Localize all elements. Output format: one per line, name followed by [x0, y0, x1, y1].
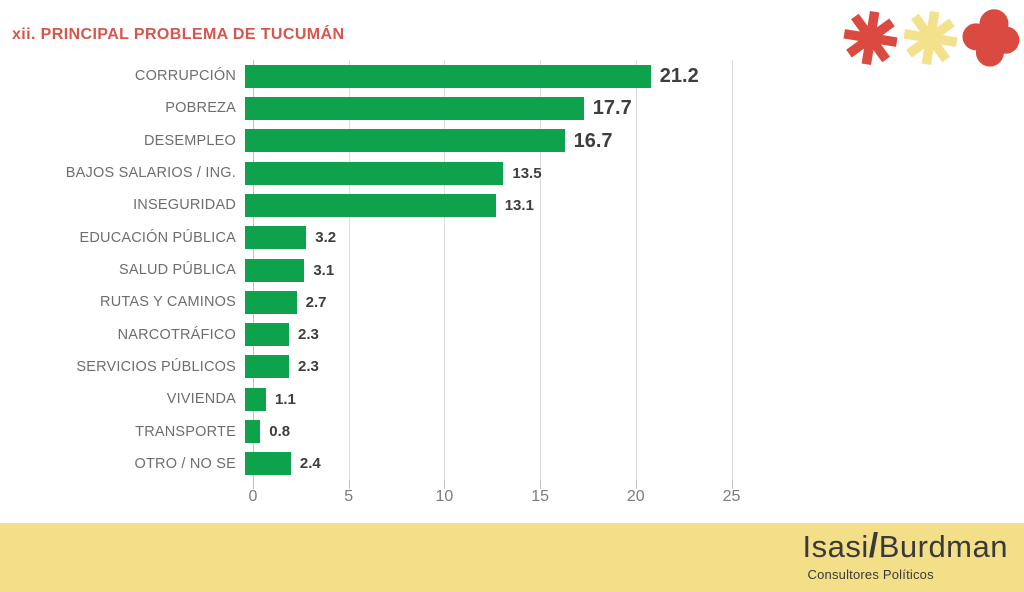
value-label: 2.4	[299, 455, 321, 473]
bar-chart: 0 5 10 15 20 25 CORRUPCIÓN 21.2 POBREZA 17.7 …	[0, 60, 770, 510]
category-label: EDUCACIÓN PÚBLICA	[79, 229, 236, 246]
bar-track: 2.3	[245, 323, 770, 347]
brand-tagline: Consultores Políticos	[807, 567, 934, 583]
chart-row: VIVIENDA 1.1	[0, 383, 770, 415]
category-label: POBREZA	[165, 100, 236, 117]
chart-row: SERVICIOS PÚBLICOS 2.3	[0, 351, 770, 383]
bar	[245, 355, 290, 379]
x-tick-mark	[348, 480, 350, 489]
gridline	[444, 60, 446, 480]
chart-row: CORRUPCIÓN 21.2	[0, 60, 770, 92]
brand-name-first: Isasi	[802, 529, 869, 564]
x-tick-mark	[731, 480, 733, 489]
x-tick-label: 5	[344, 488, 354, 505]
asterisk-icon-yellow	[903, 10, 958, 66]
x-tick-mark	[635, 480, 637, 489]
x-tick-label: 20	[626, 488, 645, 505]
gridline	[348, 60, 350, 480]
flower-icon-red	[962, 9, 1020, 67]
chart-rows: CORRUPCIÓN 21.2 POBREZA 17.7 DESEMPLEO 1…	[0, 60, 770, 480]
chart-row: TRANSPORTE 0.8	[0, 415, 770, 447]
category-label: SERVICIOS PÚBLICOS	[76, 358, 236, 375]
category-label: RUTAS Y CAMINOS	[100, 294, 236, 311]
value-label: 16.7	[573, 129, 613, 152]
bar-track: 0.8	[245, 420, 770, 444]
footer-band: Isasi/Burdman Consultores Políticos	[0, 523, 1024, 592]
chart-row: SALUD PÚBLICA 3.1	[0, 254, 770, 286]
bar	[245, 226, 307, 250]
bar	[245, 290, 297, 314]
chart-row: DESEMPLEO 16.7	[0, 125, 770, 157]
x-tick-label: 0	[248, 488, 258, 505]
x-tick-label: 25	[722, 488, 741, 505]
x-tick-mark	[253, 480, 254, 489]
value-label: 17.7	[592, 97, 632, 120]
value-label: 0.8	[269, 423, 291, 441]
chart-row: RUTAS Y CAMINOS 2.7	[0, 286, 770, 318]
bar	[245, 96, 584, 120]
value-label: 3.1	[313, 261, 335, 279]
bar-track: 3.2	[245, 226, 770, 250]
bar	[245, 420, 261, 444]
bar	[245, 323, 290, 347]
bar	[245, 193, 496, 217]
chart-row: NARCOTRÁFICO 2.3	[0, 319, 770, 351]
header-icons	[842, 9, 1020, 67]
x-tick-label: 15	[531, 488, 549, 505]
category-label: OTRO / NO SE	[134, 455, 236, 472]
value-label: 3.2	[315, 229, 337, 247]
bar-track: 16.7	[245, 129, 770, 153]
value-label: 13.5	[512, 164, 542, 182]
value-label: 2.3	[298, 326, 319, 344]
category-label: TRANSPORTE	[135, 423, 236, 440]
category-label: DESEMPLEO	[143, 132, 236, 149]
x-tick-label: 10	[435, 488, 454, 505]
category-label: NARCOTRÁFICO	[117, 326, 236, 343]
bar-track: 21.2	[245, 64, 770, 88]
bar	[245, 258, 305, 282]
chart-row: EDUCACIÓN PÚBLICA 3.2	[0, 222, 770, 254]
bar-track: 2.7	[245, 290, 770, 314]
category-label: VIVIENDA	[166, 391, 236, 408]
value-label: 2.7	[305, 293, 327, 311]
bar-track: 2.4	[245, 452, 770, 476]
bar-track: 13.1	[245, 193, 770, 217]
brand-wordmark: Isasi/Burdman	[803, 527, 1009, 566]
brand-logo: Isasi/Burdman Consultores Políticos	[803, 527, 1009, 582]
gridline	[635, 60, 637, 480]
chart-row: POBREZA 17.7	[0, 92, 770, 124]
value-label: 13.1	[504, 196, 534, 214]
value-label: 2.3	[298, 358, 319, 376]
brand-slash: /	[868, 527, 879, 565]
chart-row: INSEGURIDAD 13.1	[0, 189, 770, 221]
x-tick-mark	[444, 480, 446, 489]
bar-track: 3.1	[245, 258, 770, 282]
bar-track: 17.7	[245, 96, 770, 120]
chart-row: OTRO / NO SE 2.4	[0, 448, 770, 480]
x-tick-mark	[540, 480, 542, 489]
chart-row: BAJOS SALARIOS / ING. 13.5	[0, 157, 770, 189]
bar-track: 13.5	[245, 161, 770, 185]
bar	[245, 129, 565, 153]
bar-track: 1.1	[245, 387, 770, 411]
bar	[245, 64, 651, 88]
bar-track: 2.3	[245, 355, 770, 379]
page-title: xii. PRINCIPAL PROBLEMA DE TUCUMÁN	[12, 26, 345, 43]
value-label: 21.2	[659, 65, 699, 88]
category-label: BAJOS SALARIOS / ING.	[65, 165, 236, 182]
gridline	[540, 60, 542, 480]
category-label: CORRUPCIÓN	[134, 68, 236, 85]
brand-name-second: Burdman	[878, 529, 1008, 564]
asterisk-icon-red	[843, 10, 898, 66]
bar	[245, 452, 291, 476]
category-label: SALUD PÚBLICA	[118, 262, 236, 279]
bar	[245, 387, 267, 411]
value-label: 1.1	[275, 390, 296, 408]
bar	[245, 161, 504, 185]
category-label: INSEGURIDAD	[133, 197, 236, 214]
gridline	[731, 60, 733, 480]
